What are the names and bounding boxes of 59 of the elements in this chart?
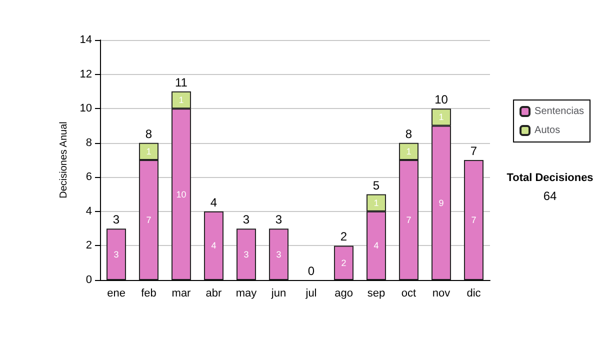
data-label: 1 (178, 95, 184, 105)
x-tick-label: nov (432, 288, 451, 300)
y-tick-label: 2 (86, 240, 92, 252)
y-tick-label: 6 (86, 171, 92, 184)
data-label: 1 (374, 198, 379, 208)
data-label: 1 (438, 112, 444, 122)
y-tick-label: 8 (86, 136, 92, 149)
x-tick-label: sep (367, 288, 386, 300)
x-tick-label: jun (270, 288, 286, 300)
data-label: 3 (114, 249, 119, 260)
bar (204, 211, 224, 280)
legend-label: Sentencias (534, 106, 584, 117)
total-label: 11 (175, 75, 188, 90)
total-label: 0 (308, 264, 315, 278)
total-label: 8 (145, 126, 152, 141)
total-label: 3 (275, 212, 282, 227)
total-label: 3 (242, 212, 250, 227)
bar (236, 228, 256, 280)
data-label: 3 (244, 249, 249, 260)
bar (464, 160, 484, 280)
x-tick-label: feb (141, 288, 156, 300)
x-tick-label: jul (304, 288, 317, 300)
data-label: 4 (211, 240, 216, 251)
y-tick-label: 0 (86, 274, 92, 286)
bar (106, 228, 126, 280)
bar (334, 246, 354, 280)
data-label: 7 (406, 215, 412, 225)
text: 64 (543, 189, 557, 203)
x-tick-label: abr (206, 288, 222, 300)
data-label: 7 (471, 215, 476, 225)
y-tick-label: 10 (80, 102, 92, 115)
data-label: 9 (438, 198, 444, 208)
text: Total Decisiones (506, 172, 594, 184)
data-label: 3 (276, 249, 282, 260)
data-label: 1 (406, 146, 412, 156)
total-label: 7 (470, 144, 478, 158)
data-label: 4 (374, 240, 379, 251)
x-tick-label: oct (401, 288, 416, 300)
y-tick-label: 12 (80, 68, 92, 80)
data-label: 10 (176, 189, 186, 200)
x-tick-label: may (236, 288, 258, 300)
total-label: 3 (112, 212, 120, 227)
data-label: 2 (341, 258, 346, 268)
total-label: 4 (210, 195, 218, 210)
x-tick-label: ene (107, 288, 126, 300)
x-tick-label: ago (334, 288, 353, 300)
bar (269, 228, 288, 280)
total-label: 8 (405, 126, 412, 141)
total-label: 5 (372, 178, 380, 192)
total-label: 2 (340, 230, 348, 244)
x-tick-label: mar (172, 288, 192, 300)
data-label: 1 (146, 146, 152, 156)
y-axis-title: Decisiones Anual (58, 122, 70, 198)
y-tick-label: 4 (86, 205, 92, 218)
y-tick-label: 14 (80, 34, 92, 46)
total-label: 10 (434, 92, 448, 107)
data-label: 7 (146, 215, 152, 225)
legend-label: Autos (534, 125, 560, 136)
x-tick-label: dic (466, 288, 482, 300)
